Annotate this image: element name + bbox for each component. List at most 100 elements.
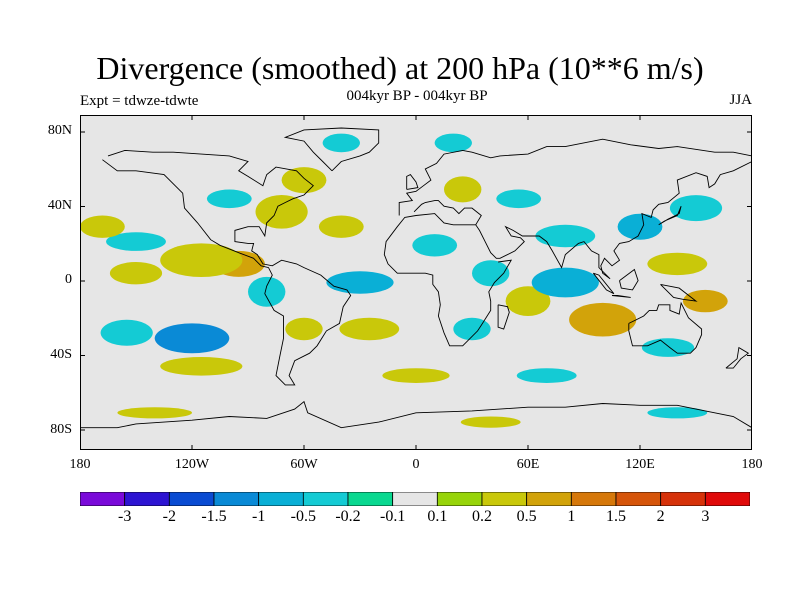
lon-tick-180e: 180 [741,457,763,472]
colorbar-box [392,492,438,506]
colorbar-box [481,492,528,506]
coastline [283,127,380,172]
divergence-patch [472,260,510,287]
colorbar-box [80,492,126,506]
divergence-patch [516,368,577,383]
coastline [611,295,631,298]
lat-tick-0: 0 [65,272,72,287]
divergence-patch [682,289,728,313]
colorbar-label: -0.1 [379,508,406,525]
lat-tick-80n: 80N [47,123,72,138]
divergence-patch [206,189,252,209]
divergence-patch [255,195,308,229]
divergence-patch [647,252,708,276]
colorbar-box [124,492,170,506]
coastline [497,304,510,330]
lon-tick-0: 0 [412,457,420,472]
colorbar-label: -1.5 [201,508,227,525]
lon-tick-120e: 120E [625,457,655,472]
colorbar [80,492,750,506]
divergence-patch [617,213,663,240]
colorbar-box [302,492,349,506]
coastlines [80,127,752,429]
divergence-patch [453,317,491,341]
lon-tick-60w: 60W [290,457,318,472]
colorbar-box [213,492,260,506]
season-label: JJA [729,92,752,108]
divergence-patch [318,215,364,238]
divergence-patch [412,234,458,257]
divergence-patch [106,232,166,251]
coastline [406,174,419,190]
map-title: Divergence (smoothed) at 200 hPa (10**6 … [96,50,704,86]
colorbar-label: -2 [162,508,176,525]
colorbar-box [615,492,662,506]
colorbar-box [347,492,394,506]
divergence-patch [326,271,394,294]
divergence-patch [531,267,599,298]
colorbar-label: -1 [251,508,266,525]
coastline [102,149,352,386]
map-background [80,115,752,450]
colorbar-label: 0.5 [516,508,537,525]
lat-tick-40s: 40S [50,347,72,362]
divergence-patch [641,338,695,357]
colorbar-label: -3 [117,508,132,525]
divergence-patch [444,176,482,203]
coastline [413,200,482,226]
divergence-patch [339,317,400,341]
colorbar-label: 2 [656,508,665,525]
lon-tick-60e: 60E [516,457,540,472]
divergence-patch [535,224,596,248]
colorbar-label: 1.5 [606,508,626,525]
axis-ticks [80,115,752,450]
colorbar-box [168,492,215,506]
divergence-patch [281,167,327,194]
divergence-patch [496,189,542,209]
colorbar-label: 1 [567,508,576,525]
coastline [658,206,682,226]
lat-tick-80s: 80S [50,422,72,437]
divergence-patch [434,133,472,153]
colorbar-label: -0.2 [335,508,361,525]
colorbar-label: -0.5 [290,508,316,525]
divergence-patch [285,317,323,341]
coastline [80,400,752,429]
divergence-patch [569,302,637,337]
colorbar-label: 3 [701,508,710,525]
coastline [383,161,752,347]
colorbar-box [258,492,304,506]
divergence-patch [117,407,192,419]
divergence-patch [100,319,153,346]
divergence-patch [382,368,450,383]
divergence-patch [160,357,243,376]
divergence-patch [154,323,230,354]
divergence-patch [322,133,360,153]
coastline [628,301,703,354]
coastline [619,268,639,291]
colorbar-box [704,492,750,506]
divergence-map [80,115,752,450]
divergence-patch [160,243,243,277]
lat-tick-40n: 40N [47,198,72,213]
experiment-label: Expt = tdwze-tdwte [80,93,199,109]
divergence-patch [248,276,286,307]
lon-tick-180w: 180 [69,457,91,472]
colorbar-label: 0.2 [472,508,492,525]
coastline [398,138,752,216]
divergence-patch [647,407,708,419]
colorbar-label: 0.1 [427,508,448,525]
coastline [592,272,615,295]
colorbar-box [436,492,483,506]
colorbar-box [660,492,706,506]
divergence-patch [669,195,723,222]
lon-tick-120w: 120W [174,457,210,472]
divergence-patch [80,215,125,238]
colorbar-box [570,492,617,506]
divergence-patch [109,262,163,285]
coastline [660,283,698,302]
coastline [725,346,750,369]
map-subtitle: 004kyr BP - 004kyr BP [346,88,488,104]
colorbar-box [526,492,572,506]
divergence-patch [505,286,551,316]
